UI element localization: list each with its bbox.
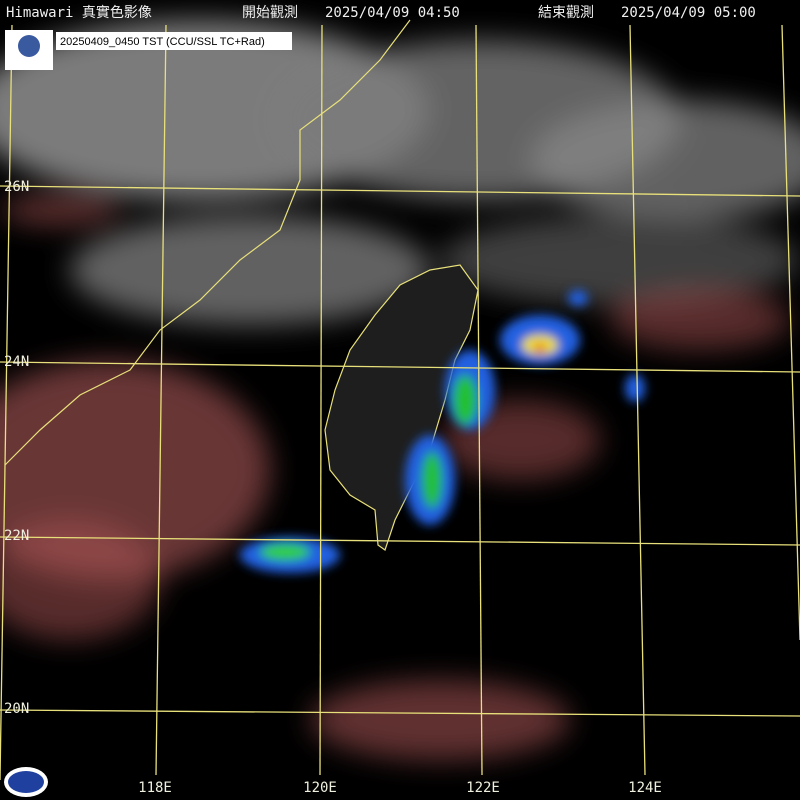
start-label: 開始觀測 — [242, 5, 298, 21]
end-label: 結束觀測 — [538, 5, 594, 21]
clouds — [0, 20, 800, 760]
lat-label: 20N — [4, 701, 29, 717]
logo — [18, 35, 40, 57]
start-time: 2025/04/09 04:50 — [325, 5, 460, 21]
lat-line — [0, 361, 800, 373]
lat-label: 22N — [4, 528, 29, 544]
radar-echoes — [240, 290, 645, 573]
lat-line — [0, 709, 800, 717]
lon-label: 122E — [466, 780, 500, 796]
badge-box — [56, 32, 292, 50]
lon-label: 124E — [628, 780, 662, 796]
lon-line — [319, 24, 323, 776]
lon-line — [629, 24, 646, 776]
lon-line — [475, 24, 483, 776]
lon-label: 120E — [303, 780, 337, 796]
end-time: 2025/04/09 05:00 — [621, 5, 756, 21]
lat-label: 24N — [4, 354, 29, 370]
lon-line — [155, 24, 167, 776]
lon-labels: 118E 120E 122E 124E — [138, 780, 662, 796]
graticule — [0, 24, 800, 781]
agency-logo-inner — [8, 771, 44, 793]
badge-text: 20250409_0450 TST (CCU/SSL TC+Rad) — [60, 36, 265, 48]
lon-line — [0, 24, 13, 781]
lon-label: 118E — [138, 780, 172, 796]
lon-line — [781, 24, 800, 641]
header: Himawari 真實色影像 開始觀測 2025/04/09 04:50 結束觀… — [6, 4, 756, 21]
lat-label: 26N — [4, 179, 29, 195]
lat-line — [0, 185, 800, 197]
title: Himawari 真實色影像 — [6, 4, 152, 21]
lat-line — [0, 536, 800, 546]
lat-labels: 26N 24N 22N 20N — [4, 179, 29, 717]
